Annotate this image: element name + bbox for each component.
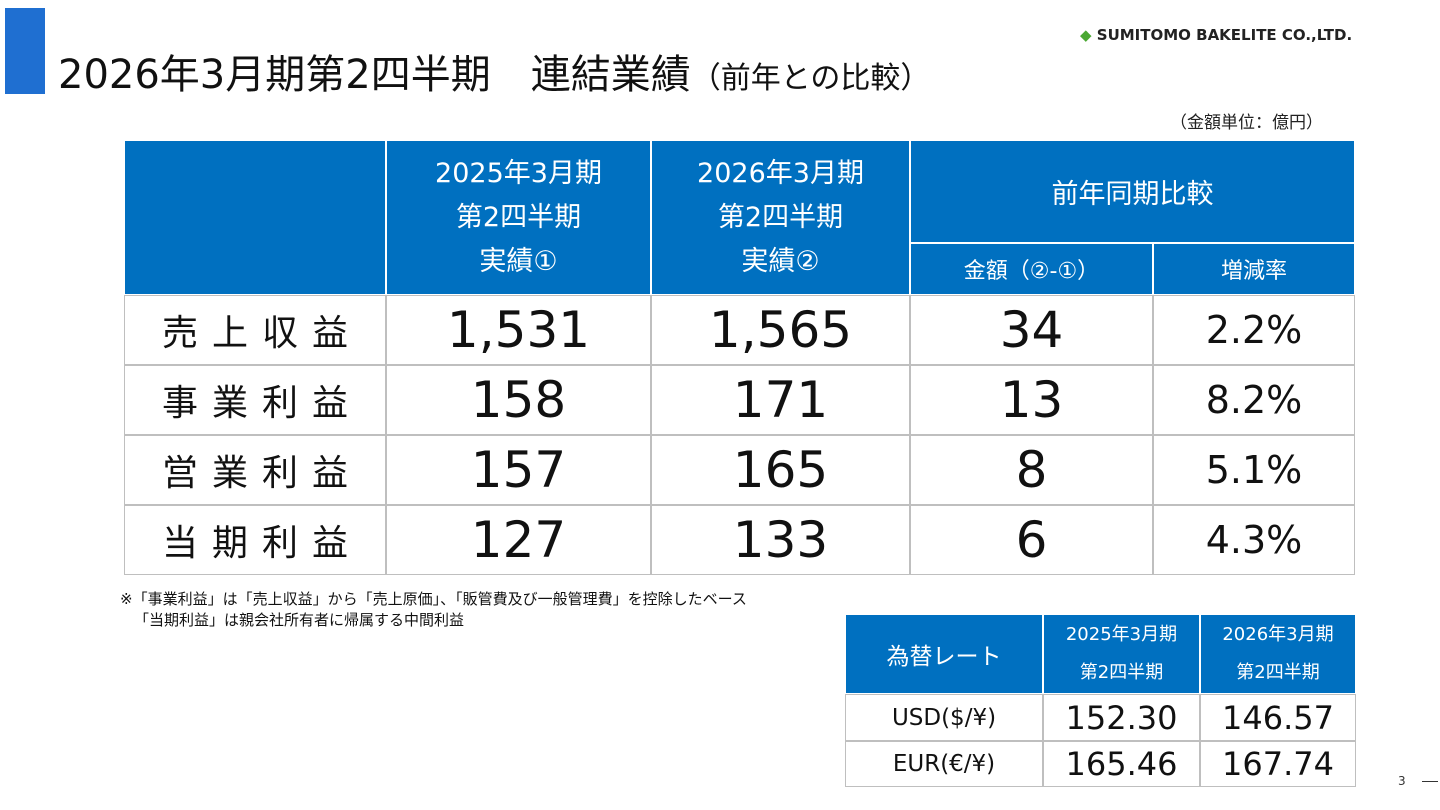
cell-text: 第2四半期: [455, 201, 582, 233]
cell-text: 金額（②-①）: [963, 259, 1100, 284]
value-cell: 1,531: [386, 295, 651, 365]
cell-text: 8: [1015, 441, 1048, 499]
value-cell: 8: [910, 435, 1153, 505]
cell-text: 171: [732, 371, 829, 429]
value-cell: 34: [910, 295, 1153, 365]
cell-text: 34: [999, 301, 1064, 359]
value-cell: 4.3%: [1153, 505, 1355, 575]
page-rule: [1422, 781, 1438, 782]
cell-text: 2025年3月期: [1065, 624, 1178, 645]
cell-text: 当期利益: [161, 523, 362, 564]
note: ※「事業利益」は「売上収益」から「売上原価」、「販管費及び一般管理費」を控除した…: [120, 590, 747, 608]
value-cell: 8.2%: [1153, 365, 1355, 435]
column-header: 2025年3月期 第2四半期実績①: [386, 140, 651, 295]
cell-text: 152.30: [1065, 698, 1178, 737]
subcolumn-header: 金額（②-①）: [910, 243, 1153, 295]
value-cell: 158: [386, 365, 651, 435]
row-label: 営業利益: [124, 435, 386, 505]
cell-text: 前年同期比較: [1051, 179, 1214, 210]
cell-text: 1,531: [446, 301, 591, 359]
logo: ◆ SUMITOMO BAKELITE CO.,LTD.: [1080, 26, 1353, 44]
logo-text: SUMITOMO BAKELITE CO.,LTD.: [1096, 26, 1353, 44]
fx-label: USD($/¥): [845, 694, 1043, 741]
fx-value: 152.30: [1043, 694, 1200, 741]
value-cell: 6: [910, 505, 1153, 575]
value-cell: 127: [386, 505, 651, 575]
cell-text: 1,565: [708, 301, 853, 359]
fx-value: 146.57: [1200, 694, 1356, 741]
cell-text: 167.74: [1222, 745, 1334, 783]
cell-text: 2.2%: [1205, 308, 1303, 352]
subcolumn-header: 増減率: [1153, 243, 1355, 295]
cell-text: 5.1%: [1205, 448, 1303, 492]
subtitle: （前年との比較）: [690, 61, 931, 96]
row-label: 当期利益: [124, 505, 386, 575]
fx-column-header: 2026年3月期 第2四半期: [1200, 614, 1356, 694]
cell-text: USD($/¥): [891, 704, 997, 731]
cell-text: 営業利益: [161, 453, 362, 494]
cell-text: EUR(€/¥): [892, 751, 996, 777]
page-number: 3: [1398, 774, 1406, 788]
fx-value: 165.46: [1043, 741, 1200, 787]
cell-text: 13: [999, 371, 1064, 429]
value-cell: 157: [386, 435, 651, 505]
cell-text: 増減率: [1220, 259, 1287, 284]
cell-text: 127: [470, 511, 567, 569]
cell-text: 実績①: [479, 245, 558, 277]
cell-text: 2026年3月期: [1222, 624, 1334, 645]
cell-text: 157: [470, 441, 567, 499]
title-row: 2026年3月期第2四半期 連結業績（前年との比較）: [58, 42, 930, 100]
value-cell: 2.2%: [1153, 295, 1355, 365]
cell-text: 133: [732, 511, 829, 569]
cell-text: 2026年3月期: [697, 157, 864, 189]
cell-text: 為替レート: [886, 644, 1002, 670]
note: 「当期利益」は親会社所有者に帰属する中間利益: [134, 611, 465, 629]
title: 2026年3月期第2四半期 連結業績: [58, 52, 691, 98]
cell-text: 4.3%: [1205, 518, 1303, 562]
cell-text: 事業利益: [161, 383, 362, 424]
cell-text: 165.46: [1065, 745, 1178, 783]
value-cell: 13: [910, 365, 1153, 435]
value-cell: 5.1%: [1153, 435, 1355, 505]
fx-label: EUR(€/¥): [845, 741, 1043, 787]
header-cell: [124, 140, 386, 295]
cell-text: 146.57: [1222, 698, 1334, 737]
unit-note: （金額単位：億円）: [1170, 113, 1323, 133]
value-cell: 171: [651, 365, 910, 435]
row-label: 売上収益: [124, 295, 386, 365]
value-cell: 133: [651, 505, 910, 575]
accent-bar: [5, 8, 45, 94]
cell-text: 第2四半期: [717, 201, 844, 233]
cell-text: 2025年3月期: [435, 157, 602, 189]
cell-text: 売上収益: [161, 313, 362, 354]
value-cell: 1,565: [651, 295, 910, 365]
cell-text: 第2四半期: [1236, 662, 1320, 683]
fx-column-header: 2025年3月期 第2四半期: [1043, 614, 1200, 694]
cell-text: 第2四半期: [1079, 662, 1164, 683]
column-header: 2026年3月期 第2四半期実績②: [651, 140, 910, 295]
cell-text: 6: [1015, 511, 1048, 569]
fx-header: 為替レート: [845, 614, 1043, 694]
group-header: 前年同期比較: [910, 140, 1355, 243]
row-label: 事業利益: [124, 365, 386, 435]
cell-text: 8.2%: [1205, 378, 1303, 422]
cell-text: 実績②: [741, 245, 820, 277]
cell-text: 165: [732, 441, 829, 499]
value-cell: 165: [651, 435, 910, 505]
cell-text: 158: [470, 371, 567, 429]
fx-value: 167.74: [1200, 741, 1356, 787]
